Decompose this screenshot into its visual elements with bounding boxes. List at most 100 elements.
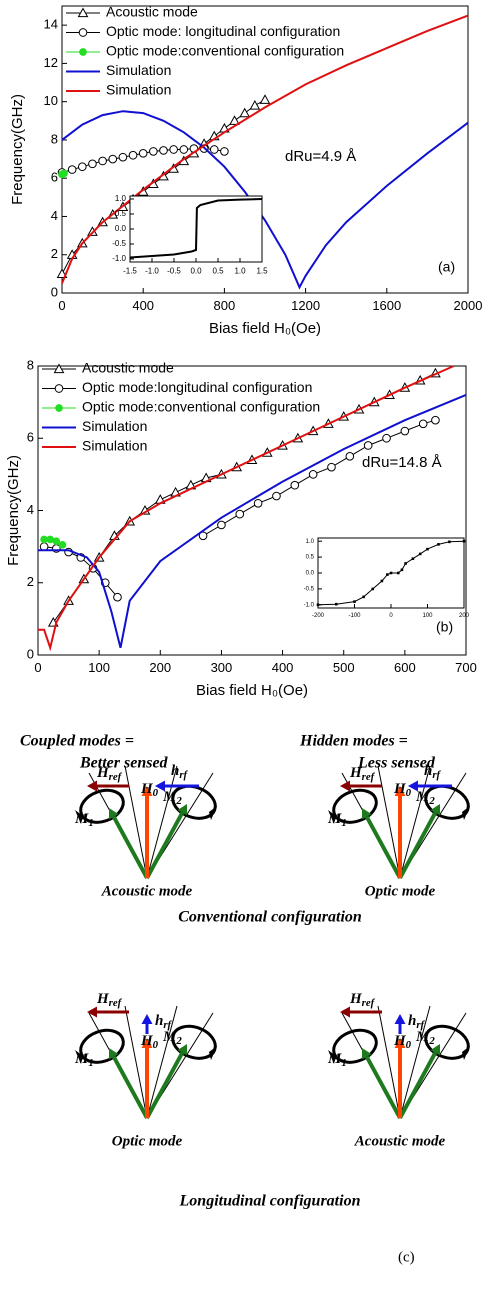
h0-label: H0	[393, 781, 412, 799]
x-tick-label: 200	[459, 613, 470, 619]
marker-square	[411, 557, 415, 560]
legend-label: Simulation	[106, 62, 171, 78]
href-label-sub: ref	[109, 771, 123, 783]
y-tick-label: -0.5	[112, 239, 126, 248]
marker-square	[397, 571, 400, 575]
hrf-arrow-head	[394, 1014, 406, 1024]
m1-label-main: M	[74, 811, 89, 827]
marker-circle	[220, 147, 229, 156]
marker-circle	[431, 415, 440, 425]
m2-arrow-head	[430, 1044, 441, 1056]
marker-circle	[67, 165, 77, 174]
h0-label-sub: 0	[406, 1039, 412, 1051]
m2-label: M2	[162, 789, 182, 807]
h0-label-sub: 0	[153, 1039, 159, 1051]
panel-label: (c)	[398, 1249, 415, 1265]
m1-label: M1	[327, 811, 347, 829]
marker-circle	[308, 470, 318, 479]
m2-label-main: M	[415, 1029, 430, 1045]
y-tick-label: 4	[51, 208, 58, 223]
m2-label-sub: 2	[428, 1035, 435, 1047]
legend-label: Optic mode:conventional configuration	[106, 43, 344, 59]
m2-label: M2	[415, 1029, 435, 1047]
marker-square	[386, 573, 389, 576]
heading: Less sensed	[357, 755, 436, 772]
href-label-sub: ref	[362, 997, 376, 1009]
marker-square	[462, 539, 466, 543]
marker-dot	[40, 535, 48, 544]
m2-label: M2	[162, 1029, 182, 1047]
marker-circle	[363, 441, 373, 450]
m2-arrow-head	[177, 1044, 188, 1056]
href-label: Href	[96, 765, 123, 783]
y-tick-label: 10	[44, 93, 58, 108]
marker-circle	[138, 149, 148, 158]
href-arrow-head	[87, 1006, 97, 1018]
y-tick-label: 0.0	[115, 224, 127, 233]
section-title: Conventional configuration	[178, 909, 362, 926]
h0-arrow-head	[141, 1038, 153, 1048]
m2-arrow-head	[177, 804, 188, 816]
marker-square	[437, 543, 440, 546]
m1-label-sub: 1	[341, 1057, 346, 1069]
m1-arrow	[365, 815, 402, 879]
hrf-label-main: h	[171, 763, 179, 779]
legend-label: Simulation	[82, 438, 147, 454]
href-label-main: H	[96, 991, 110, 1007]
precession-arrow	[462, 1046, 470, 1060]
y-tick-label: 0.5	[115, 209, 127, 218]
y-tick-label: 0	[27, 646, 34, 661]
h0-arrow-head	[394, 1038, 406, 1048]
hrf-label-main: h	[424, 763, 432, 779]
x-tick-label: -200	[312, 613, 325, 619]
m2-arrow-head	[430, 804, 441, 816]
h0-label-main: H	[140, 781, 154, 797]
y-tick-label: 2	[27, 574, 34, 589]
panel-caption: Acoustic mode	[101, 883, 193, 899]
marker-dot	[60, 169, 68, 178]
m1-label-sub: 1	[341, 817, 346, 829]
x-axis-label: Bias field H₀(Oe)	[209, 320, 321, 337]
marker-circle	[418, 419, 428, 429]
heading: Hidden modes =	[299, 733, 408, 750]
marker-square	[362, 595, 365, 599]
x-tick-label: 700	[455, 660, 477, 675]
m1-arrow-head	[361, 1048, 372, 1060]
cone-line	[399, 1005, 431, 1119]
marker-circle	[217, 520, 226, 530]
marker-circle	[78, 28, 88, 37]
marker-circle	[290, 480, 300, 490]
legend-label: Optic mode:conventional configuration	[82, 399, 320, 415]
marker-dot	[52, 537, 61, 546]
marker-square	[334, 602, 338, 606]
marker-square	[400, 568, 404, 572]
m2-label-main: M	[415, 789, 430, 805]
href-label-main: H	[349, 991, 363, 1007]
y-tick-label: 0	[51, 284, 58, 299]
marker-circle	[327, 462, 336, 472]
legend-label: Simulation	[82, 418, 147, 434]
href-label: Href	[96, 991, 123, 1009]
marker-circle	[98, 156, 107, 166]
marker-circle	[198, 531, 208, 541]
h0-label-main: H	[140, 1033, 154, 1049]
x-tick-label: 1.0	[234, 266, 246, 275]
marker-square	[426, 547, 429, 551]
m1-label: M1	[74, 811, 94, 829]
x-tick-label: 100	[422, 613, 433, 619]
y-tick-label: -1.0	[112, 254, 126, 263]
h0-arrow-head	[141, 786, 153, 796]
marker-circle	[345, 451, 355, 461]
precession-arrow	[328, 1050, 336, 1064]
marker-square	[448, 540, 451, 544]
marker-triangle	[77, 7, 89, 18]
y-tick-label: 2	[51, 246, 58, 261]
marker-circle	[272, 491, 281, 501]
marker-triangle	[249, 99, 261, 110]
x-tick-label: 400	[272, 660, 294, 675]
precession-arrow	[328, 810, 336, 824]
m2-label-sub: 2	[428, 795, 435, 807]
series-line	[61, 110, 469, 290]
hrf-label: hrf	[171, 763, 189, 781]
